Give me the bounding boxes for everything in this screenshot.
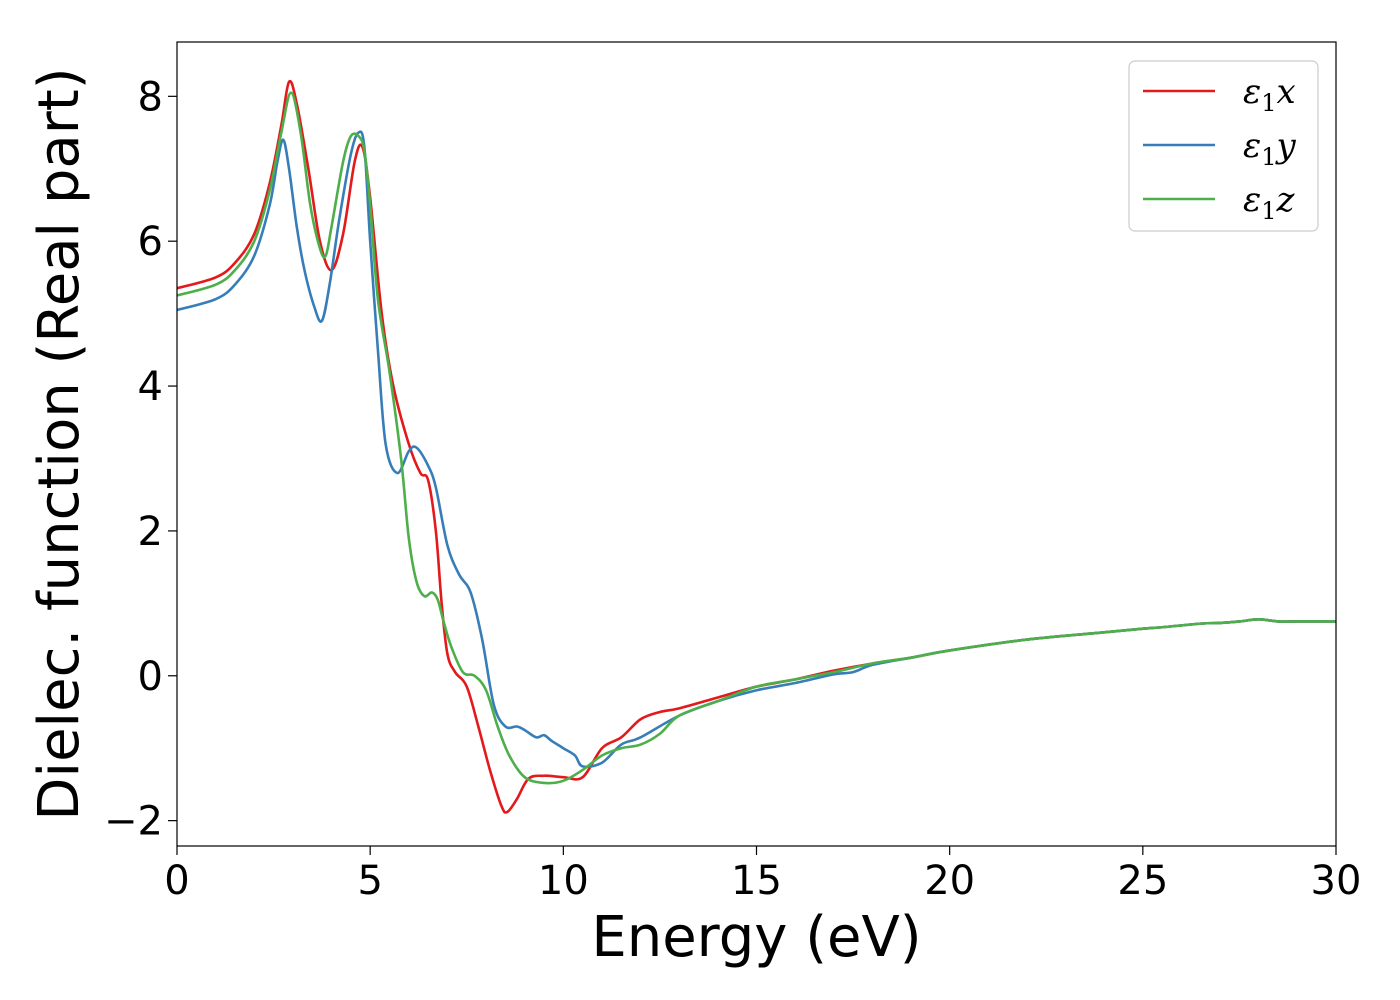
- x-axis-label: Energy (eV): [591, 905, 921, 970]
- plot-area: [177, 79, 1336, 814]
- legend-label-y: ε1y: [1243, 126, 1297, 171]
- legend: ε1x ε1y ε1z: [1128, 60, 1319, 232]
- x-tick-label: 25: [1117, 858, 1168, 904]
- legend-box: [1128, 60, 1319, 232]
- x-tick-label: 15: [731, 858, 782, 904]
- y-tick-label: 8: [138, 74, 163, 120]
- y-tick-label: 6: [138, 219, 163, 265]
- x-tick-label: 30: [1311, 858, 1362, 904]
- y-tick-label: 4: [138, 364, 163, 410]
- plot-frame: [176, 41, 1337, 847]
- x-tick-label: 0: [164, 858, 189, 904]
- series-line-z: [177, 91, 1336, 785]
- y-axis-label: Dielec. function (Real part): [27, 67, 92, 820]
- x-tick-label: 10: [538, 858, 589, 904]
- y-tick-label: −2: [104, 799, 163, 845]
- x-tick-label: 5: [357, 858, 382, 904]
- y-tick-label: 0: [138, 654, 163, 700]
- legend-label-x: ε1x: [1243, 72, 1296, 117]
- y-tick-label: 2: [138, 509, 163, 555]
- legend-label-z: ε1z: [1243, 180, 1296, 225]
- x-tick-label: 20: [924, 858, 975, 904]
